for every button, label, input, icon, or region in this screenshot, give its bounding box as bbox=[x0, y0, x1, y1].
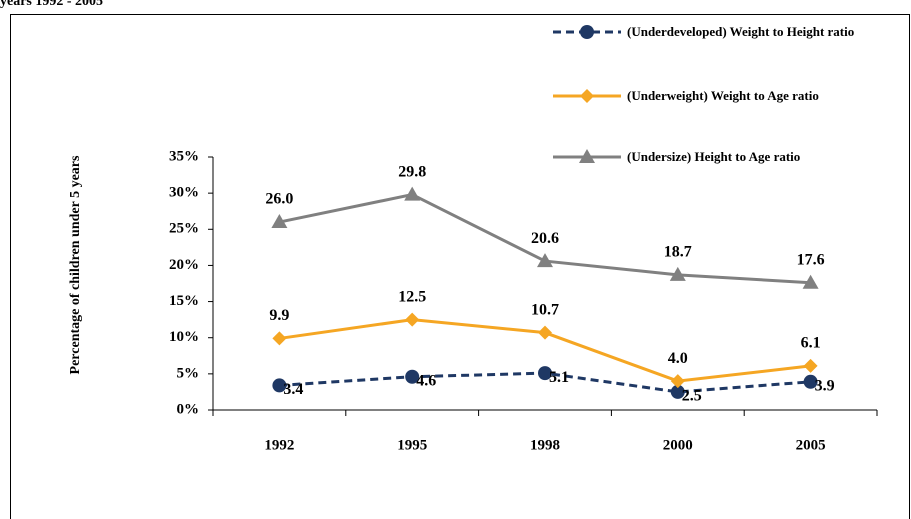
data-label: 20.6 bbox=[531, 230, 559, 247]
legend-marker bbox=[580, 89, 594, 103]
data-point bbox=[537, 253, 553, 268]
y-tick-label: 0% bbox=[177, 401, 200, 417]
y-axis-label: Percentage of children under 5 years bbox=[68, 155, 83, 374]
data-label: 5.1 bbox=[549, 369, 569, 386]
data-label: 3.4 bbox=[283, 381, 303, 398]
legend-marker bbox=[580, 25, 594, 39]
data-label: 10.7 bbox=[531, 301, 559, 318]
data-point bbox=[538, 325, 552, 340]
data-label: 18.7 bbox=[664, 243, 692, 260]
data-point bbox=[405, 312, 420, 327]
y-tick-label: 10% bbox=[169, 329, 199, 345]
data-point bbox=[669, 266, 686, 281]
data-point bbox=[271, 214, 288, 229]
data-point bbox=[404, 186, 421, 201]
y-tick-label: 30% bbox=[169, 185, 199, 201]
data-label: 4.0 bbox=[668, 350, 688, 367]
x-tick-label: 2005 bbox=[796, 437, 826, 453]
x-tick-label: 2000 bbox=[663, 437, 693, 453]
legend-label: (Undersize) Height to Age ratio bbox=[627, 149, 801, 164]
data-label: 29.8 bbox=[398, 163, 426, 180]
chart-frame bbox=[10, 14, 910, 519]
legend-marker bbox=[579, 149, 595, 163]
data-point bbox=[802, 274, 819, 289]
data-point bbox=[803, 374, 818, 389]
data-point bbox=[272, 331, 287, 346]
data-label: 3.9 bbox=[815, 377, 835, 394]
data-point bbox=[538, 366, 552, 381]
legend-label: (Underdeveloped) Weight to Height ratio bbox=[627, 24, 855, 39]
chart-title: years 1992 - 2005 bbox=[0, 0, 103, 9]
legend-label: (Underweight) Weight to Age ratio bbox=[627, 88, 819, 103]
x-tick-label: 1998 bbox=[530, 437, 560, 453]
y-tick-label: 25% bbox=[169, 221, 199, 237]
data-label: 17.6 bbox=[797, 251, 825, 268]
data-label: 12.5 bbox=[398, 288, 426, 305]
y-tick-label: 20% bbox=[169, 257, 199, 273]
data-point bbox=[803, 358, 818, 373]
data-label: 4.6 bbox=[416, 372, 436, 389]
y-tick-label: 35% bbox=[169, 148, 199, 164]
data-label: 6.1 bbox=[801, 335, 821, 352]
data-point bbox=[670, 374, 685, 389]
data-label: 2.5 bbox=[682, 388, 702, 405]
data-label: 26.0 bbox=[265, 191, 293, 208]
y-tick-label: 15% bbox=[169, 293, 199, 309]
y-tick-label: 5% bbox=[177, 365, 200, 381]
data-point bbox=[670, 384, 685, 399]
data-point bbox=[272, 378, 287, 393]
x-tick-label: 1992 bbox=[264, 437, 294, 453]
x-tick-label: 1995 bbox=[397, 437, 427, 453]
data-point bbox=[405, 369, 420, 384]
data-label: 9.9 bbox=[269, 307, 289, 324]
